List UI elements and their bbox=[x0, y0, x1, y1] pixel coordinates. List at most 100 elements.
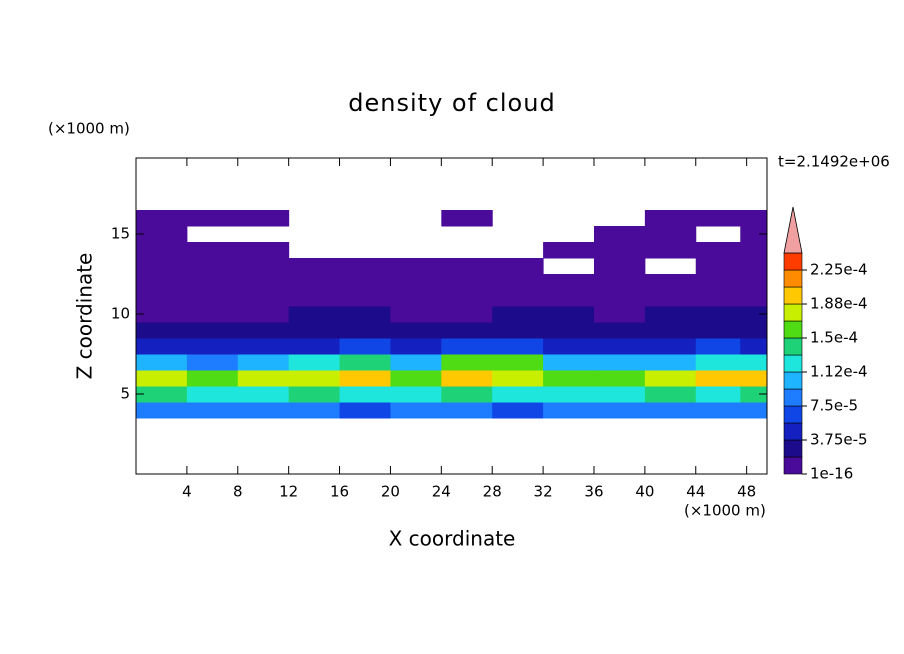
contour-cell bbox=[441, 290, 493, 307]
contour-cell bbox=[740, 274, 767, 291]
x-tick-label: 16 bbox=[330, 483, 349, 501]
contour-cell bbox=[288, 370, 341, 387]
contour-cell bbox=[593, 322, 646, 339]
contour-cell bbox=[390, 386, 442, 403]
contour-cell bbox=[186, 386, 239, 403]
x-tick-label: 32 bbox=[534, 483, 553, 501]
contour-cell bbox=[288, 354, 341, 371]
colorbar-label: 1.12e-4 bbox=[810, 363, 868, 381]
contour-cell bbox=[339, 258, 391, 275]
contour-cell bbox=[695, 386, 741, 403]
contour-cell bbox=[740, 210, 767, 227]
colorbar-label: 1.5e-4 bbox=[810, 329, 858, 347]
contour-cell bbox=[644, 322, 697, 339]
contour-cell bbox=[593, 274, 646, 291]
contour-cell bbox=[644, 210, 697, 227]
contour-cell bbox=[390, 370, 442, 387]
y-axis-label: Z coordinate bbox=[73, 253, 97, 380]
colorbar-extend bbox=[783, 206, 803, 254]
contour-cell bbox=[237, 386, 290, 403]
contour-cell bbox=[492, 306, 544, 323]
x-tick-label: 28 bbox=[483, 483, 502, 501]
contour-cell bbox=[593, 226, 646, 243]
colorbar-band bbox=[783, 371, 803, 390]
contour-cell bbox=[186, 402, 239, 419]
plot-frame bbox=[135, 157, 768, 475]
contour-cell bbox=[695, 370, 741, 387]
contour-cell bbox=[390, 322, 442, 339]
contour-cell bbox=[492, 354, 544, 371]
contour-cell bbox=[644, 370, 697, 387]
colorbar-band bbox=[783, 456, 803, 475]
contour-cell bbox=[593, 258, 646, 275]
contour-cell bbox=[136, 402, 188, 419]
contour-cell bbox=[390, 306, 442, 323]
contour-cell bbox=[339, 306, 391, 323]
colorbar-band bbox=[783, 320, 803, 339]
contour-cell bbox=[593, 290, 646, 307]
contour-cell bbox=[288, 306, 341, 323]
contour-cell bbox=[492, 338, 544, 355]
x-tick-label: 4 bbox=[182, 483, 192, 501]
contour-cell bbox=[644, 338, 697, 355]
contour-cell bbox=[644, 402, 697, 419]
contour-cell bbox=[339, 370, 391, 387]
contour-cell bbox=[390, 274, 442, 291]
contour-cell bbox=[237, 354, 290, 371]
colorbar-band bbox=[783, 439, 803, 458]
contour-cell bbox=[288, 386, 341, 403]
contour-field bbox=[136, 210, 767, 419]
contour-cell bbox=[441, 370, 493, 387]
contour-cell bbox=[695, 242, 741, 259]
contour-cell bbox=[186, 370, 239, 387]
contour-cell bbox=[695, 306, 741, 323]
colorbar-label: 3.75e-5 bbox=[810, 431, 868, 449]
contour-cell bbox=[237, 338, 290, 355]
y-tick-label: 5 bbox=[120, 385, 130, 403]
contour-cell bbox=[186, 290, 239, 307]
contour-cell bbox=[237, 370, 290, 387]
colorbar-band bbox=[783, 337, 803, 356]
contour-cell bbox=[593, 354, 646, 371]
contour-cell bbox=[441, 354, 493, 371]
contour-cell bbox=[543, 322, 595, 339]
contour-cell bbox=[543, 242, 595, 259]
contour-cell bbox=[186, 274, 239, 291]
x-tick-label: 12 bbox=[279, 483, 298, 501]
contour-cell bbox=[136, 338, 188, 355]
contour-cell bbox=[237, 258, 290, 275]
x-tick-label: 20 bbox=[381, 483, 400, 501]
contour-cell bbox=[740, 386, 767, 403]
colorbar-band bbox=[783, 422, 803, 441]
contour-cell bbox=[339, 386, 391, 403]
contour-cell bbox=[136, 370, 188, 387]
contour-cell bbox=[740, 370, 767, 387]
contour-cell bbox=[593, 338, 646, 355]
contour-cell bbox=[543, 338, 595, 355]
annotation: t=2.1492e+06 bbox=[778, 153, 890, 171]
contour-cell bbox=[492, 386, 544, 403]
contour-cell bbox=[136, 210, 188, 227]
contour-cell bbox=[695, 290, 741, 307]
contour-cell bbox=[543, 354, 595, 371]
contour-cell bbox=[390, 290, 442, 307]
contour-cell bbox=[644, 354, 697, 371]
contour-cell bbox=[441, 386, 493, 403]
contour-cell bbox=[543, 370, 595, 387]
contour-cell bbox=[441, 322, 493, 339]
contour-cell bbox=[695, 274, 741, 291]
contour-cell bbox=[339, 322, 391, 339]
contour-cell bbox=[186, 242, 239, 259]
colorbar-band bbox=[783, 269, 803, 288]
y-unit: (×1000 m) bbox=[48, 120, 130, 138]
contour-cell bbox=[237, 306, 290, 323]
x-tick-label: 36 bbox=[584, 483, 603, 501]
contour-cell bbox=[288, 258, 341, 275]
contour-cell bbox=[644, 226, 697, 243]
contour-cell bbox=[441, 274, 493, 291]
contour-cell bbox=[492, 274, 544, 291]
contour-cell bbox=[288, 338, 341, 355]
chart-title: density of cloud bbox=[348, 89, 555, 117]
contour-cell bbox=[390, 338, 442, 355]
contour-cell bbox=[740, 402, 767, 419]
